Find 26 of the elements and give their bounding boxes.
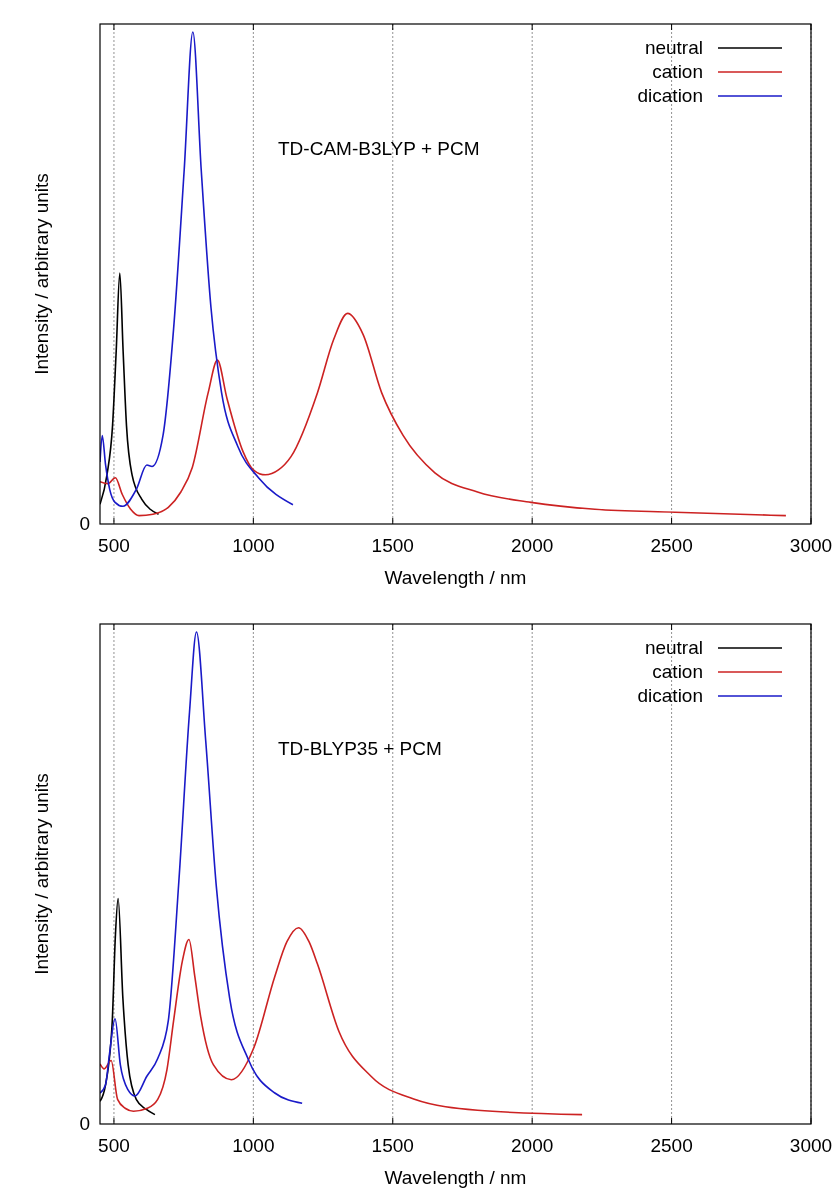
text: 0 [79,1113,90,1134]
legend-label: dication [637,685,703,706]
x-tick-label: 2000 [511,535,554,556]
x-tick-label: 1000 [232,535,275,556]
legend-label: neutral [644,37,703,58]
text: 0 [79,513,90,534]
x-tick-label: 500 [98,1135,130,1156]
x-tick-label: 2500 [650,1135,693,1156]
x-tick-label: 2500 [650,535,693,556]
x-tick-label: 1500 [371,535,414,556]
legend-label: cation [652,61,703,82]
legend-label: neutral [644,637,703,658]
x-tick-label: 3000 [789,535,833,556]
x-tick-label: 500 [98,535,130,556]
x-tick-label: 1500 [371,1135,414,1156]
annotation: TD-BLYP35 + PCM [278,738,442,759]
x-tick-label: 1000 [232,1135,275,1156]
x-tick-label: 3000 [789,1135,833,1156]
legend-label: cation [652,661,703,682]
y-axis-title: Intensity / arbitrary units [31,173,52,375]
x-tick-label: 2000 [511,1135,554,1156]
y-axis-title: Intensity / arbitrary units [31,773,52,975]
legend-label: dication [637,85,703,106]
annotation: TD-CAM-B3LYP + PCM [278,138,480,159]
x-axis-title: Wavelength / nm [384,567,527,588]
x-axis-title: Wavelength / nm [384,1167,527,1188]
